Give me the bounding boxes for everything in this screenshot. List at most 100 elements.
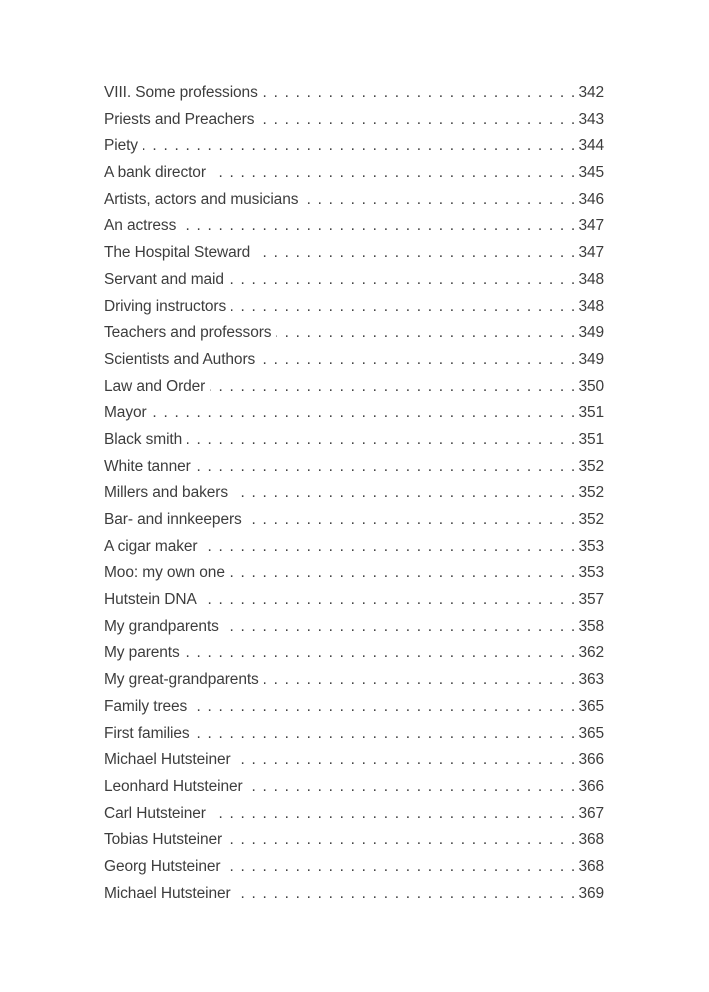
toc-entry[interactable]: A cigar maker. . . . . . . . . . . . . .…	[104, 534, 604, 561]
toc-entry[interactable]: The Hospital Steward. . . . . . . . . . …	[104, 240, 604, 267]
toc-dot-leader: . . . . . . . . . . . . . . . . . . . . …	[264, 671, 577, 689]
toc-entry[interactable]: Tobias Hutsteiner. . . . . . . . . . . .…	[104, 827, 604, 854]
toc-entry[interactable]: Bar- and innkeepers . . . . . . . . . . .…	[104, 507, 604, 534]
toc-entry-label: Black smith	[104, 430, 183, 448]
toc-entry-page-number: 366	[578, 777, 604, 795]
toc-dot-leader: . . . . . . . . . . . . . . . . . . . . …	[185, 644, 577, 662]
toc-entry[interactable]: Moo: my own one. . . . . . . . . . . . .…	[104, 560, 604, 587]
toc-entry-label: Teachers and professors	[104, 324, 272, 342]
table-of-contents: VIII. Some professions. . . . . . . . . …	[104, 80, 604, 907]
toc-entry-label: VIII. Some professions	[104, 84, 258, 101]
toc-entry-label: A cigar maker	[104, 537, 198, 555]
toc-dot-leader: . . . . . . . . . . . . . . . . . . . . …	[262, 84, 577, 101]
toc-entry[interactable]: My great-grandparents . . . . . . . . . .…	[104, 667, 604, 694]
toc-entry[interactable]: Carl Hutsteiner . . . . . . . . . . . . .…	[104, 801, 604, 828]
toc-dot-leader: . . . . . . . . . . . . . . . . . . . . …	[210, 377, 577, 395]
toc-entry[interactable]: Priests and Preachers. . . . . . . . . .…	[104, 107, 604, 134]
toc-dot-leader: . . . . . . . . . . . . . . . . . . . . …	[229, 270, 577, 288]
toc-entry-page-number: 352	[578, 457, 604, 475]
toc-entry[interactable]: Driving instructors. . . . . . . . . . .…	[104, 294, 604, 321]
toc-entry-page-number: 348	[578, 297, 604, 315]
toc-entry[interactable]: My parents . . . . . . . . . . . . . . . …	[104, 640, 604, 667]
toc-entry-page-number: 365	[578, 697, 604, 715]
toc-entry[interactable]: Law and Order. . . . . . . . . . . . . .…	[104, 374, 604, 401]
toc-entry-page-number: 347	[578, 217, 604, 235]
toc-entry[interactable]: Piety . . . . . . . . . . . . . . . . . .…	[104, 133, 604, 160]
toc-entry[interactable]: Millers and bakers . . . . . . . . . . . …	[104, 480, 604, 507]
toc-dot-leader: . . . . . . . . . . . . . . . . . . . . …	[195, 724, 577, 742]
toc-dot-leader: . . . . . . . . . . . . . . . . . . . . …	[236, 751, 577, 769]
toc-entry-page-number: 351	[578, 404, 604, 422]
toc-dot-leader: . . . . . . . . . . . . . . . . . . . . …	[224, 617, 577, 635]
toc-entry-page-number: 369	[578, 884, 604, 902]
toc-entry[interactable]: An actress. . . . . . . . . . . . . . . …	[104, 213, 604, 240]
toc-entry[interactable]: Georg Hutsteiner. . . . . . . . . . . . …	[104, 854, 604, 881]
toc-entry-page-number: 366	[578, 751, 604, 769]
toc-entry-page-number: 351	[578, 430, 604, 448]
toc-entry-label: White tanner	[104, 457, 191, 475]
toc-entry[interactable]: Michael Hutsteiner . . . . . . . . . . . …	[104, 881, 604, 908]
toc-entry-label: Piety	[104, 137, 138, 155]
toc-entry-label: Family trees	[104, 697, 188, 715]
toc-entry-page-number: 347	[578, 244, 604, 262]
toc-entry-page-number: 362	[578, 644, 604, 662]
toc-entry-label: The Hospital Steward	[104, 244, 251, 262]
toc-entry[interactable]: A bank director . . . . . . . . . . . . .…	[104, 160, 604, 187]
toc-dot-leader: . . . . . . . . . . . . . . . . . . . . …	[231, 297, 577, 315]
toc-dot-leader: . . . . . . . . . . . . . . . . . . . . …	[202, 537, 577, 555]
toc-dot-leader: . . . . . . . . . . . . . . . . . . . . …	[233, 484, 577, 502]
toc-entry-page-number: 368	[578, 857, 604, 875]
toc-entry-label: Mayor	[104, 404, 147, 422]
toc-entry[interactable]: Mayor . . . . . . . . . . . . . . . . . .…	[104, 400, 604, 427]
toc-entry[interactable]: Leonhard Hutsteiner . . . . . . . . . . .…	[104, 774, 604, 801]
toc-dot-leader: . . . . . . . . . . . . . . . . . . . . …	[255, 244, 577, 262]
toc-entry-page-number: 343	[578, 110, 604, 128]
toc-entry[interactable]: Family trees. . . . . . . . . . . . . . …	[104, 694, 604, 721]
toc-entry[interactable]: Scientists and Authors. . . . . . . . . …	[104, 347, 604, 374]
toc-entry-page-number: 363	[578, 671, 604, 689]
toc-entry-label: Scientists and Authors	[104, 350, 256, 368]
toc-entry-label: Michael Hutsteiner	[104, 751, 231, 769]
toc-dot-leader: . . . . . . . . . . . . . . . . . . . . …	[303, 190, 577, 208]
toc-dot-leader: . . . . . . . . . . . . . . . . . . . . …	[236, 884, 577, 902]
toc-dot-leader: . . . . . . . . . . . . . . . . . . . . …	[202, 591, 577, 609]
toc-entry[interactable]: Michael Hutsteiner . . . . . . . . . . . …	[104, 747, 604, 774]
toc-entry-label: First families	[104, 724, 190, 742]
toc-entry[interactable]: My grandparents . . . . . . . . . . . . .…	[104, 614, 604, 641]
toc-entry-page-number: 367	[578, 804, 604, 822]
toc-entry[interactable]: Black smith. . . . . . . . . . . . . . .…	[104, 427, 604, 454]
toc-entry-label: Leonhard Hutsteiner	[104, 777, 243, 795]
toc-dot-leader: . . . . . . . . . . . . . . . . . . . . …	[143, 137, 577, 155]
toc-dot-leader: . . . . . . . . . . . . . . . . . . . . …	[227, 831, 577, 849]
toc-entry[interactable]: White tanner . . . . . . . . . . . . . . …	[104, 454, 604, 481]
toc-entry-page-number: 346	[578, 190, 604, 208]
toc-entry[interactable]: Hutstein DNA . . . . . . . . . . . . . . …	[104, 587, 604, 614]
toc-dot-leader: . . . . . . . . . . . . . . . . . . . . …	[259, 110, 577, 128]
toc-dot-leader: . . . . . . . . . . . . . . . . . . . . …	[152, 404, 577, 422]
toc-dot-leader: . . . . . . . . . . . . . . . . . . . . …	[248, 777, 577, 795]
toc-dot-leader: . . . . . . . . . . . . . . . . . . . . …	[181, 217, 577, 235]
toc-entry-page-number: 350	[578, 377, 604, 395]
toc-entry-label: Millers and bakers	[104, 484, 228, 502]
toc-dot-leader: . . . . . . . . . . . . . . . . . . . . …	[192, 697, 577, 715]
toc-entry-label: Carl Hutsteiner	[104, 804, 206, 822]
toc-dot-leader: . . . . . . . . . . . . . . . . . . . . …	[225, 857, 577, 875]
toc-entry[interactable]: VIII. Some professions. . . . . . . . . …	[104, 80, 604, 107]
toc-entry-label: Bar- and innkeepers	[104, 511, 242, 528]
toc-entry-page-number: 342	[578, 84, 604, 101]
toc-entry-label: Servant and maid	[104, 270, 224, 288]
toc-entry[interactable]: First families . . . . . . . . . . . . . …	[104, 721, 604, 748]
toc-entry[interactable]: Artists, actors and musicians. . . . . .…	[104, 187, 604, 214]
toc-entry-page-number: 352	[578, 511, 604, 528]
toc-dot-leader: . . . . . . . . . . . . . . . . . . . . …	[196, 457, 577, 475]
toc-entry-page-number: 345	[578, 164, 604, 182]
toc-entry-page-number: 357	[578, 591, 604, 609]
toc-entry-page-number: 358	[578, 617, 604, 635]
toc-entry-page-number: 353	[578, 564, 604, 582]
toc-entry-label: Georg Hutsteiner	[104, 857, 221, 875]
toc-entry-label: Driving instructors	[104, 297, 227, 315]
toc-entry[interactable]: Teachers and professors. . . . . . . . .…	[104, 320, 604, 347]
toc-entry[interactable]: Servant and maid . . . . . . . . . . . . …	[104, 267, 604, 294]
toc-entry-page-number: 368	[578, 831, 604, 849]
toc-entry-label: Michael Hutsteiner	[104, 884, 231, 902]
